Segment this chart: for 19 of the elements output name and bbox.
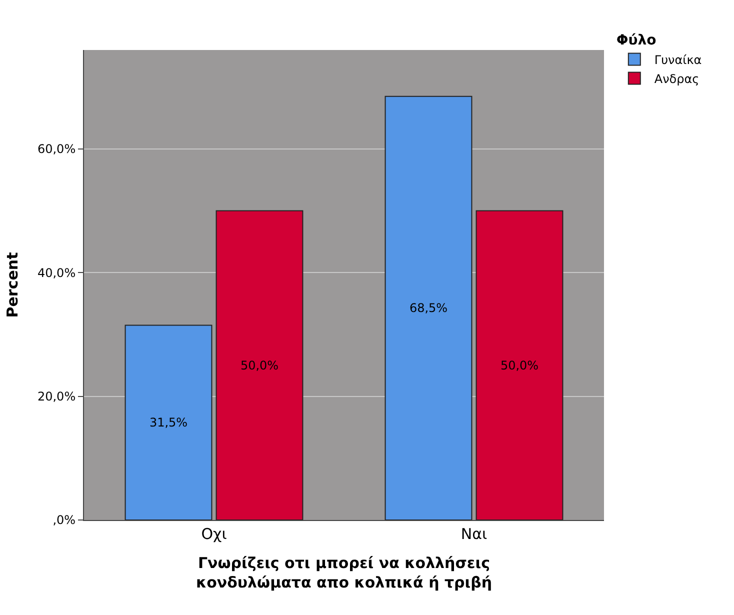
data-label: 31,5% <box>149 416 188 430</box>
legend-label: Ανδρας <box>654 72 700 86</box>
y-tick-label: 40,0% <box>37 266 76 280</box>
bar <box>124 324 212 520</box>
y-tick-label: ,0% <box>52 513 76 528</box>
bar <box>216 210 304 520</box>
bar <box>384 96 472 520</box>
y-axis-title: Percent <box>4 252 22 318</box>
data-label: 68,5% <box>409 301 448 316</box>
data-label: 50,0% <box>500 358 539 372</box>
data-label: 50,0% <box>240 358 279 372</box>
bar <box>476 210 564 520</box>
y-tick-label: 20,0% <box>37 390 76 404</box>
legend-title: Φύλο <box>616 32 657 49</box>
x-axis-title: Γνωρίζεις οτι μπορεί να κολλήσεις κονδυλώματα απο κολπικά ή τριβή <box>196 554 492 592</box>
x-tick-label: Ναι <box>460 525 488 543</box>
legend-label: Γυναίκα <box>654 52 702 67</box>
y-tick-label: 60,0% <box>37 142 76 156</box>
x-tick-label: Οχι <box>201 525 227 543</box>
